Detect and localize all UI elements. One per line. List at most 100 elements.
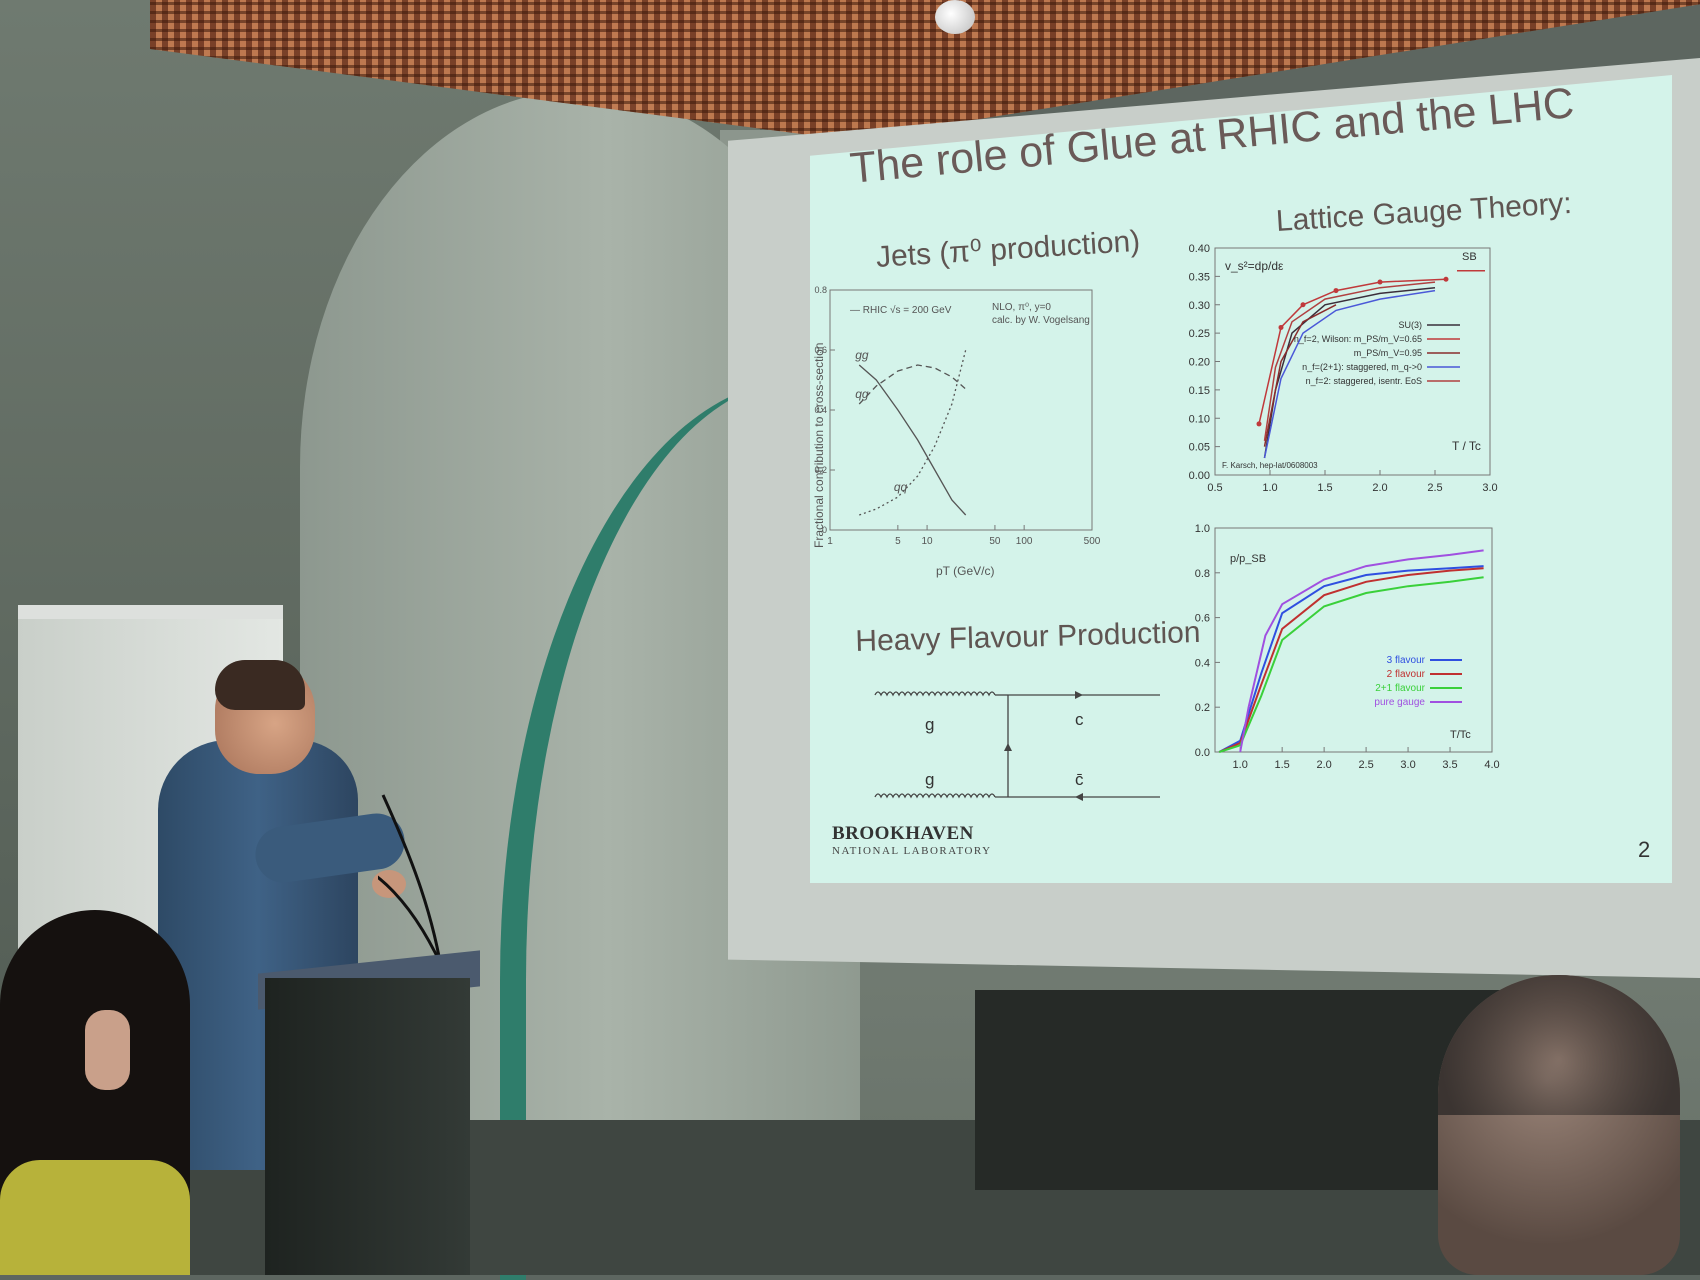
lattice-series-1	[1258, 278, 1447, 425]
lattice-xtick-label-5: 3.0	[1482, 482, 1497, 494]
jets-series-label-gg: gg	[855, 348, 869, 362]
lattice-legend-label-3: n_f=(2+1): staggered, m_q->0	[1302, 362, 1422, 372]
lattice-sound-speed-chart: 0.00 0.05 0.10 0.15 0.20 0.25 0.30 0.35 0.40 0.5…	[1189, 243, 1498, 494]
lattice-legend-label-1: n_f=2, Wilson: m_PS/m_V=0.65	[1294, 334, 1422, 344]
pressure-ytick-label-3: 0.6	[1195, 613, 1210, 625]
pressure-xtick-label-6: 4.0	[1484, 759, 1499, 771]
pressure-legend-label-3: pure gauge	[1374, 697, 1425, 708]
pressure-ytick-label-1: 0.2	[1195, 702, 1210, 714]
jets-legend: — RHIC √s = 200 GeV	[850, 304, 952, 316]
jets-ytick-label-0: 0	[822, 525, 827, 535]
brookhaven-logo: BROOKHAVEN NATIONAL LABORATORY	[832, 823, 992, 857]
pressure-legend-label-1: 2 flavour	[1387, 669, 1426, 680]
jets-series-qq	[858, 349, 967, 516]
pressure-ylabel: p/p_SB	[1230, 553, 1266, 565]
lattice-ytick-label-2: 0.10	[1189, 413, 1210, 425]
pressure-xtick-label-3: 2.5	[1358, 759, 1373, 771]
jets-xtick-label-4: 100	[1016, 536, 1033, 547]
pressure-plot-frame	[1214, 527, 1493, 753]
lattice-ytick-label-6: 0.30	[1189, 300, 1210, 312]
feynman-label-g-top: g	[925, 715, 934, 734]
projected-slide: The role of Glue at RHIC and the LHC Jet…	[810, 75, 1672, 883]
page-number: 2	[1638, 837, 1651, 862]
presenter-hair	[215, 660, 305, 710]
lattice-point-1-1	[1278, 324, 1284, 330]
arrow-top	[1075, 691, 1083, 699]
lattice-ytick-label-8: 0.40	[1189, 243, 1210, 255]
jets-ylabel: Fractional contribution to cross-section	[812, 343, 826, 548]
pressure-chart: 0.0 0.2 0.4 0.6 0.8 1.0 1.0 1.5 2.0 2.5 3.0 3.5 4.0…	[1195, 523, 1500, 771]
podium	[265, 978, 470, 1275]
gluon-line-top	[874, 691, 996, 697]
lattice-xtick-label-2: 1.5	[1317, 482, 1332, 494]
arrow-middle	[1004, 743, 1012, 751]
lattice-ytick-label-1: 0.05	[1189, 442, 1210, 454]
pressure-xtick-label-0: 1.0	[1233, 759, 1248, 771]
lattice-ytick-label-5: 0.25	[1189, 328, 1210, 340]
feynman-label-c-bottom: c̄	[1075, 770, 1084, 789]
lattice-legend-label-4: n_f=2: staggered, isentr. EoS	[1306, 376, 1422, 386]
pressure-ytick-label-2: 0.4	[1195, 657, 1210, 669]
lattice-series-2	[1263, 304, 1337, 447]
jets-xtick-label-1: 5	[895, 536, 901, 547]
ceiling-lamp	[935, 0, 975, 34]
lattice-series-3	[1263, 289, 1436, 459]
jets-title: Jets (π⁰ production)	[875, 224, 1142, 274]
feynman-label-g-bottom: g	[925, 770, 934, 789]
presenter-hand	[372, 870, 406, 898]
table	[975, 990, 1515, 1190]
jets-ytick-label-1: 0.2	[814, 465, 827, 475]
lattice-ylabel: v_s²=dp/dε	[1225, 259, 1284, 273]
jets-ytick-label-2: 0.4	[814, 405, 827, 415]
pressure-series-1	[1218, 567, 1484, 753]
pressure-ytick-label-0: 0.0	[1195, 747, 1210, 759]
jets-chart: Fractional contribution to cross-section…	[812, 285, 1101, 578]
pressure-series-2	[1218, 576, 1484, 753]
lattice-point-1-0	[1256, 421, 1262, 427]
pressure-ytick-label-5: 1.0	[1195, 523, 1210, 535]
lattice-xtick-label-4: 2.5	[1427, 482, 1442, 494]
feynman-diagram: g g c c̄	[874, 691, 1160, 801]
logo-main: BROOKHAVEN	[832, 823, 974, 844]
pressure-xtick-label-1: 1.5	[1275, 759, 1290, 771]
lattice-point-1-3	[1333, 288, 1339, 294]
audience-member-left-face	[85, 1010, 130, 1090]
lattice-plot-frame	[1214, 247, 1491, 476]
lattice-ytick-label-0: 0.00	[1189, 470, 1210, 482]
jets-note-1: NLO, π⁰, y=0	[992, 302, 1051, 313]
lattice-legend-label-2: m_PS/m_V=0.95	[1354, 348, 1422, 358]
lattice-point-1-4	[1377, 279, 1383, 285]
jets-xlabel: pT (GeV/c)	[936, 564, 994, 578]
heavy-flavour-title: Heavy Flavour Production	[855, 615, 1201, 658]
jets-series-label-qq: qq	[894, 480, 908, 494]
lattice-point-1-2	[1300, 302, 1306, 308]
lattice-series-4	[1263, 281, 1436, 442]
lattice-sb-label: SB	[1462, 251, 1477, 263]
lattice-point-1-5	[1443, 276, 1449, 282]
pressure-series-3	[1239, 549, 1484, 753]
pressure-xtick-label-4: 3.0	[1400, 759, 1415, 771]
lattice-xlabel: T / Tc	[1452, 439, 1481, 453]
audience-member-left-shirt	[0, 1160, 190, 1275]
jets-ytick-label-4: 0.8	[814, 285, 827, 295]
jets-note-2: calc. by W. Vogelsang	[992, 315, 1090, 326]
pressure-legend-label-2: 2+1 flavour	[1375, 683, 1425, 694]
lattice-series-0	[1263, 286, 1436, 459]
jets-xtick-label-3: 50	[989, 536, 1001, 547]
jets-series-gg	[858, 364, 967, 516]
pressure-xtick-label-2: 2.0	[1316, 759, 1331, 771]
lattice-title: Lattice Gauge Theory:	[1275, 186, 1573, 238]
jets-plot-frame	[829, 289, 1093, 531]
lattice-xtick-label-3: 2.0	[1372, 482, 1387, 494]
pressure-xlabel: T/Tc	[1450, 729, 1471, 741]
pressure-legend-label-0: 3 flavour	[1387, 655, 1426, 666]
feynman-label-c-top: c	[1075, 710, 1084, 729]
pressure-xtick-label-5: 3.5	[1442, 759, 1457, 771]
jets-series-label-qg: qg	[855, 387, 869, 401]
lattice-xtick-label-1: 1.0	[1262, 482, 1277, 494]
pressure-ytick-label-4: 0.8	[1195, 568, 1210, 580]
arrow-bottom	[1075, 793, 1083, 801]
lattice-xtick-label-0: 0.5	[1207, 482, 1222, 494]
jets-xtick-label-5: 500	[1084, 536, 1101, 547]
